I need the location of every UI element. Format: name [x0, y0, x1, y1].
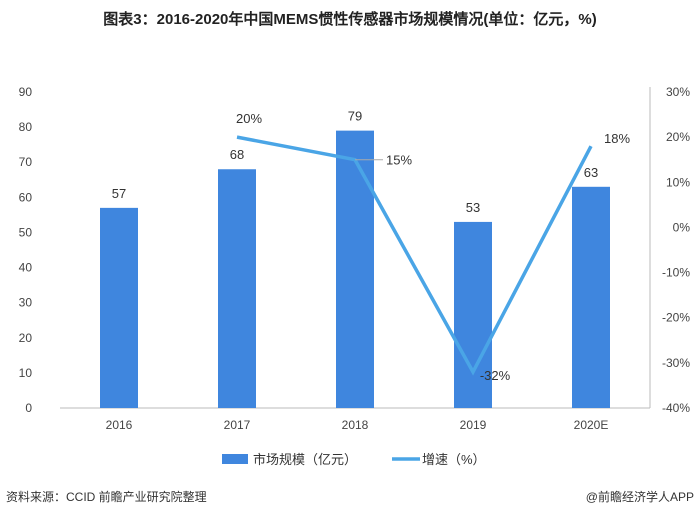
bar-data-label: 57 — [112, 186, 126, 201]
legend-line-label: 增速（%） — [422, 452, 486, 467]
x-axis-tick-label: 2019 — [460, 418, 487, 432]
left-axis-tick-label: 60 — [19, 190, 33, 204]
bar-data-label: 68 — [230, 147, 244, 162]
bar — [218, 169, 256, 408]
left-axis-tick-label: 30 — [19, 296, 33, 310]
bar-data-label: 79 — [348, 109, 362, 124]
x-axis-tick-label: 2018 — [342, 418, 369, 432]
bar — [100, 207, 138, 408]
bar — [572, 186, 610, 408]
line-data-label: 15% — [386, 153, 412, 168]
left-axis-tick-label: 50 — [19, 225, 33, 239]
right-axis-tick-label: 20% — [666, 130, 690, 144]
right-axis-tick-label: 30% — [666, 85, 690, 99]
left-axis-tick-label: 90 — [19, 85, 33, 99]
right-axis-tick-label: -20% — [662, 311, 690, 325]
left-axis-tick-label: 40 — [19, 261, 33, 275]
source-note: 资料来源：CCID 前瞻产业研究院整理 — [6, 490, 207, 504]
right-axis-tick-label: 10% — [666, 175, 690, 189]
x-axis-tick-label: 2020E — [574, 418, 609, 432]
x-axis-tick-label: 2017 — [224, 418, 251, 432]
left-axis-tick-label: 0 — [25, 401, 32, 415]
line-data-label: 18% — [604, 131, 630, 146]
left-axis-tick-label: 80 — [19, 120, 33, 134]
chart-plot: 0 10 20 30 40 50 60 70 80 90 -40% -30% -20% -10% 0% 10%… — [19, 85, 691, 467]
bar — [454, 221, 492, 408]
legend-bar-label: 市场规模（亿元） — [253, 452, 357, 467]
left-axis-tick-label: 10 — [19, 366, 33, 380]
legend-bar-swatch — [222, 454, 248, 464]
right-axis-tick-label: -10% — [662, 266, 690, 280]
growth-line — [236, 135, 593, 376]
credit-note: @前瞻经济学人APP — [585, 490, 694, 504]
left-axis-tick-label: 20 — [19, 331, 33, 345]
right-axis-tick-label: -30% — [662, 356, 690, 370]
left-axis-tick-label: 70 — [19, 155, 33, 169]
bar — [336, 130, 374, 408]
line-data-label: 20% — [236, 111, 262, 126]
right-axis-tick-label: -40% — [662, 401, 690, 415]
right-axis-tick-label: 0% — [673, 220, 691, 234]
bar-data-label: 63 — [584, 165, 598, 180]
chart-title: 图表3：2016-2020年中国MEMS惯性传感器市场规模情况(单位：亿元，%) — [103, 11, 597, 28]
x-axis-tick-label: 2016 — [106, 418, 133, 432]
line-data-label: -32% — [480, 368, 511, 383]
bar-data-label: 53 — [466, 200, 480, 215]
